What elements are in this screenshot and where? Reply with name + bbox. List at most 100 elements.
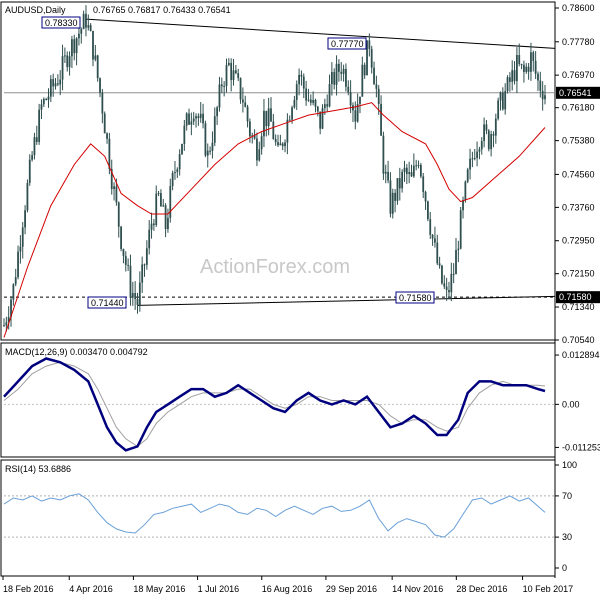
candle-body bbox=[415, 165, 417, 166]
candle-body bbox=[148, 230, 150, 249]
candle-body bbox=[188, 113, 190, 124]
macd-title: MACD(12,26,9) 0.003470 0.004792 bbox=[5, 347, 148, 357]
candle-body bbox=[139, 283, 141, 305]
candle-body bbox=[333, 72, 335, 85]
candle-body bbox=[66, 55, 68, 67]
candle-body bbox=[45, 99, 47, 100]
candle-body bbox=[174, 172, 176, 173]
candle-body bbox=[443, 283, 445, 286]
candle-body bbox=[41, 104, 43, 109]
candle-body bbox=[17, 252, 19, 278]
candle-body bbox=[57, 83, 59, 84]
candle-body bbox=[446, 287, 448, 290]
candle-body bbox=[167, 218, 169, 229]
date-tick-label: 1 Jul 2016 bbox=[198, 584, 240, 594]
candle-body bbox=[193, 119, 195, 122]
candle-body bbox=[537, 74, 539, 81]
candle-body bbox=[172, 173, 174, 186]
candle-body bbox=[151, 224, 153, 230]
candle-body bbox=[48, 97, 50, 100]
candle-body bbox=[359, 97, 361, 104]
candle-body bbox=[212, 143, 214, 151]
candle-body bbox=[5, 322, 7, 325]
candle-body bbox=[244, 102, 246, 106]
candle-body bbox=[233, 70, 235, 80]
candle-body bbox=[265, 111, 267, 126]
candle-body bbox=[127, 265, 129, 266]
price-tick-label: 0.72150 bbox=[562, 269, 595, 279]
candle-body bbox=[181, 144, 183, 154]
candle-body bbox=[315, 100, 317, 107]
candle-body bbox=[479, 149, 481, 151]
candle-body bbox=[99, 78, 101, 93]
candle-body bbox=[195, 116, 197, 118]
support-price-tag: 0.71580 bbox=[559, 292, 592, 302]
candle-body bbox=[371, 49, 373, 68]
candle-body bbox=[507, 77, 509, 91]
candle-body bbox=[319, 111, 321, 128]
watermark: ActionForex.com bbox=[200, 256, 350, 278]
candle-body bbox=[153, 224, 155, 225]
candle-body bbox=[406, 168, 408, 174]
candle-body bbox=[272, 122, 274, 139]
candle-body bbox=[120, 227, 122, 249]
candle-body bbox=[329, 84, 331, 106]
candle-body bbox=[539, 81, 541, 91]
macd-y-axis: 0.012894 0.00 -0.011253 bbox=[555, 350, 600, 452]
candle-body bbox=[413, 166, 415, 177]
candle-body bbox=[118, 202, 120, 226]
candle-body bbox=[535, 61, 537, 74]
candle-body bbox=[354, 110, 356, 121]
candle-body bbox=[542, 91, 544, 99]
candle-body bbox=[22, 227, 24, 246]
candle-body bbox=[186, 113, 188, 125]
rsi-title: RSI(14) 53.6886 bbox=[5, 464, 71, 474]
candle-body bbox=[361, 65, 363, 97]
candle-body bbox=[27, 183, 29, 210]
candle-body bbox=[439, 263, 441, 265]
candle-body bbox=[310, 100, 312, 103]
candle-body bbox=[261, 136, 263, 149]
candle-body bbox=[90, 25, 92, 31]
candle-body bbox=[226, 65, 228, 86]
candle-body bbox=[284, 143, 286, 147]
rsi-panel-frame bbox=[1, 460, 555, 576]
candle-body bbox=[223, 86, 225, 87]
resistance-trendline bbox=[86, 19, 555, 48]
candle-body bbox=[401, 172, 403, 189]
candle-body bbox=[474, 158, 476, 159]
candle-body bbox=[62, 56, 64, 79]
candle-body bbox=[450, 274, 452, 292]
candle-body bbox=[104, 114, 106, 134]
price-tick-label: 0.70540 bbox=[562, 335, 595, 345]
candle-body bbox=[455, 250, 457, 274]
candle-body bbox=[85, 14, 87, 28]
candle-body bbox=[378, 89, 380, 104]
candle-body bbox=[387, 172, 389, 181]
candle-body bbox=[176, 169, 178, 172]
candle-body bbox=[216, 107, 218, 116]
candle-body bbox=[275, 139, 277, 142]
date-tick-label: 4 Apr 2016 bbox=[69, 584, 113, 594]
candle-body bbox=[282, 144, 284, 147]
candle-body bbox=[530, 52, 532, 72]
candle-body bbox=[364, 65, 366, 75]
candle-body bbox=[12, 284, 14, 299]
current-price-tag: 0.76541 bbox=[559, 88, 592, 98]
candle-body bbox=[296, 84, 298, 100]
candle-body bbox=[34, 137, 36, 155]
candle-body bbox=[390, 180, 392, 213]
candle-body bbox=[3, 325, 5, 326]
candle-body bbox=[263, 111, 265, 136]
candle-body bbox=[183, 126, 185, 144]
date-tick-label: 28 Dec 2016 bbox=[456, 584, 507, 594]
candle-body bbox=[322, 108, 324, 129]
candle-body bbox=[394, 193, 396, 201]
candle-body bbox=[169, 186, 171, 218]
candle-body bbox=[242, 99, 244, 102]
candle-body bbox=[518, 55, 520, 64]
candle-body bbox=[130, 266, 132, 298]
candle-body bbox=[228, 63, 230, 65]
candle-body bbox=[97, 55, 99, 78]
candle-body bbox=[516, 55, 518, 81]
